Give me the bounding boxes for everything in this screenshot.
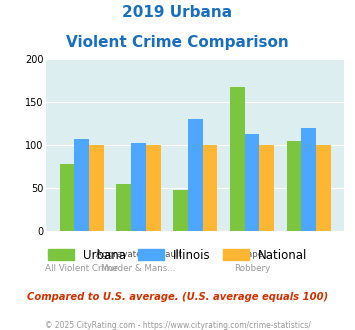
Bar [188, 119, 203, 231]
Text: Murder & Mans...: Murder & Mans... [102, 264, 176, 273]
Text: All Violent Crime: All Violent Crime [45, 264, 118, 273]
Bar [203, 145, 217, 231]
Bar [245, 134, 260, 231]
Bar [316, 145, 331, 231]
Bar [60, 164, 75, 231]
Bar [173, 190, 188, 231]
Text: Violent Crime Comparison: Violent Crime Comparison [66, 35, 289, 50]
Text: Robbery: Robbery [234, 264, 270, 273]
Bar [146, 145, 161, 231]
Bar [75, 139, 89, 231]
Text: Compared to U.S. average. (U.S. average equals 100): Compared to U.S. average. (U.S. average … [27, 292, 328, 302]
Bar [230, 87, 245, 231]
Text: 2019 Urbana: 2019 Urbana [122, 5, 233, 20]
Bar [116, 184, 131, 231]
Bar [286, 141, 301, 231]
Text: © 2025 CityRating.com - https://www.cityrating.com/crime-statistics/: © 2025 CityRating.com - https://www.city… [45, 321, 310, 330]
Bar [301, 128, 316, 231]
Bar [131, 144, 146, 231]
Legend: Urbana, Illinois, National: Urbana, Illinois, National [43, 244, 312, 266]
Text: Rape: Rape [241, 250, 263, 259]
Text: Aggravated Assault: Aggravated Assault [95, 250, 181, 259]
Bar [89, 145, 104, 231]
Bar [260, 145, 274, 231]
